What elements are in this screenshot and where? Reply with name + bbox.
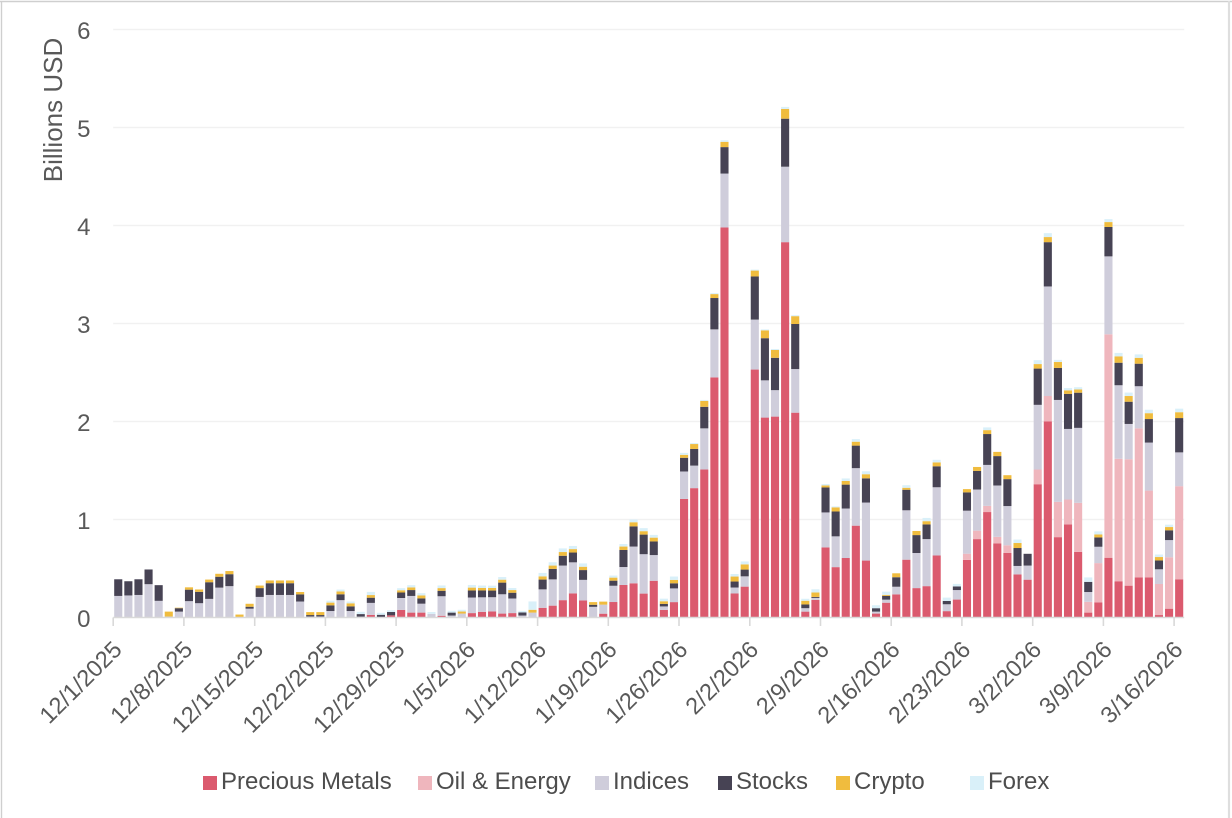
svg-text:Billions USD: Billions USD [38, 38, 68, 183]
svg-text:Precious Metals: Precious Metals [221, 768, 392, 795]
svg-text:Indices: Indices [613, 768, 689, 795]
svg-text:Crypto: Crypto [854, 768, 925, 795]
svg-text:4: 4 [77, 214, 90, 241]
svg-text:1: 1 [77, 508, 90, 535]
svg-text:Stocks: Stocks [736, 768, 808, 795]
svg-text:5: 5 [77, 116, 90, 143]
svg-text:Forex: Forex [988, 768, 1049, 795]
svg-text:6: 6 [77, 18, 90, 45]
svg-text:3: 3 [77, 312, 90, 339]
svg-text:0: 0 [77, 606, 90, 633]
svg-text:Oil & Energy: Oil & Energy [436, 768, 571, 795]
svg-text:2: 2 [77, 410, 90, 437]
